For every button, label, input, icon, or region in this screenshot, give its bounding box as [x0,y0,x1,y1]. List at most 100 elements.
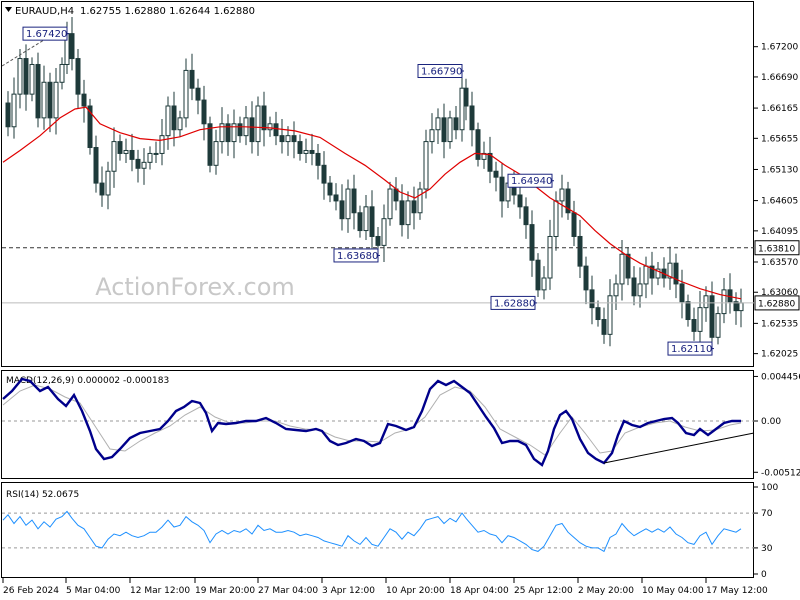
callout-label: 1.66790 [421,67,462,78]
candle-body [249,117,255,143]
candle-body [529,224,535,261]
candle-body [339,200,345,220]
candle-body [255,105,261,143]
candle-body [631,277,637,297]
time-axis-label: 25 Apr 12:00 [514,586,573,596]
candle-body [487,152,493,172]
time-axis-label: 10 Apr 20:00 [386,586,445,596]
candle-body [333,194,339,202]
candle-body [733,301,739,312]
time-axis-label: 19 Mar 20:00 [195,586,255,596]
candle-body [499,176,505,202]
candle-body [117,141,123,154]
rsi-chart: RSI(14) 52.0675 100 70 30 0 [2,483,778,580]
candle-body [613,283,619,297]
candle-body [393,188,399,202]
candle-body [673,262,679,285]
candle-body [405,200,411,226]
candle-body [715,313,721,338]
candle-body [481,152,487,160]
candle-body [369,206,375,237]
macd-trendline [603,432,755,464]
time-axis-label: 26 Feb 2024 [3,586,59,596]
candle-body [159,135,165,154]
candle-body [685,301,691,321]
level-price-box [754,295,800,311]
candle-body [47,81,53,119]
candle-body [17,58,23,95]
candle-body [703,295,709,309]
candle-body [35,63,41,119]
callout-label: 1.62880 [494,298,535,309]
candle-body [327,182,333,196]
candle-body [679,283,685,303]
price-axis-label: 1.63570 [761,258,798,268]
candle-body [738,302,744,312]
candle-body [279,135,285,143]
candle-body [69,33,75,60]
macd-line [2,377,741,467]
candle-body [105,170,111,196]
candle-body [177,117,183,131]
time-axis-label: 17 May 12:00 [706,586,768,596]
rsi-line [2,510,742,553]
candle-body [11,93,17,128]
candle-body [261,105,267,131]
candle-body [285,135,291,143]
candle-body [649,265,655,279]
candle-body [87,105,93,149]
candle-body [225,123,231,143]
symbol-dropdown-icon[interactable] [5,7,12,12]
time-axis-label: 18 Apr 04:00 [450,586,509,596]
candle-body [453,117,459,131]
time-axis-label: 2 May 20:00 [578,586,634,596]
level-price-box [754,240,800,256]
macd-title: MACD(12,26,9) 0.000002 -0.000183 [6,376,169,386]
price-axis-label: 1.64095 [761,227,798,237]
candle-body [201,99,207,125]
candle-body [601,319,607,335]
candle-body [29,63,35,95]
price-axis-label: 1.64605 [761,197,798,207]
candle-body [351,188,357,214]
candle-body [273,123,279,137]
price-axis-label: 1.66165 [761,104,798,114]
candle-body [53,81,59,119]
macd-axis-label: 0.00 [761,417,781,427]
symbol-label: EURAUD,H4 [15,6,74,17]
candle-body [583,265,589,291]
moving-average-line [2,106,742,300]
candle-body [23,58,29,95]
candle-body [123,149,129,154]
candle-body [303,149,309,154]
rsi-axis-label: 100 [761,483,778,493]
candle-body [417,188,423,214]
candle-body [231,123,237,143]
candle-body [709,295,715,338]
candle-body [381,218,387,246]
candle-body [541,277,547,291]
candle-body [463,87,469,107]
candle-body [625,253,631,279]
price-panel-frame [1,1,754,367]
candle-body [387,188,393,220]
candle-body [577,235,583,267]
candle-body [459,87,465,131]
time-axis-label: 3 Apr 12:00 [322,586,375,596]
candle-body [607,295,613,335]
macd-panel-frame [1,370,754,479]
candle-body [565,188,571,214]
macd-axis-label: -0.005128 [761,468,800,478]
price-axis-label: 1.67200 [761,43,798,53]
candle-body [447,117,453,143]
candle-body [171,105,177,131]
candle-body [535,259,541,291]
price-axis-label: 1.65130 [761,165,798,175]
candle-body [147,152,153,163]
callout-label: 1.64940 [511,176,552,187]
watermark: ActionForex.com [95,273,295,301]
candle-body [99,182,105,196]
candle-body [595,307,601,321]
candle-body [345,188,351,220]
